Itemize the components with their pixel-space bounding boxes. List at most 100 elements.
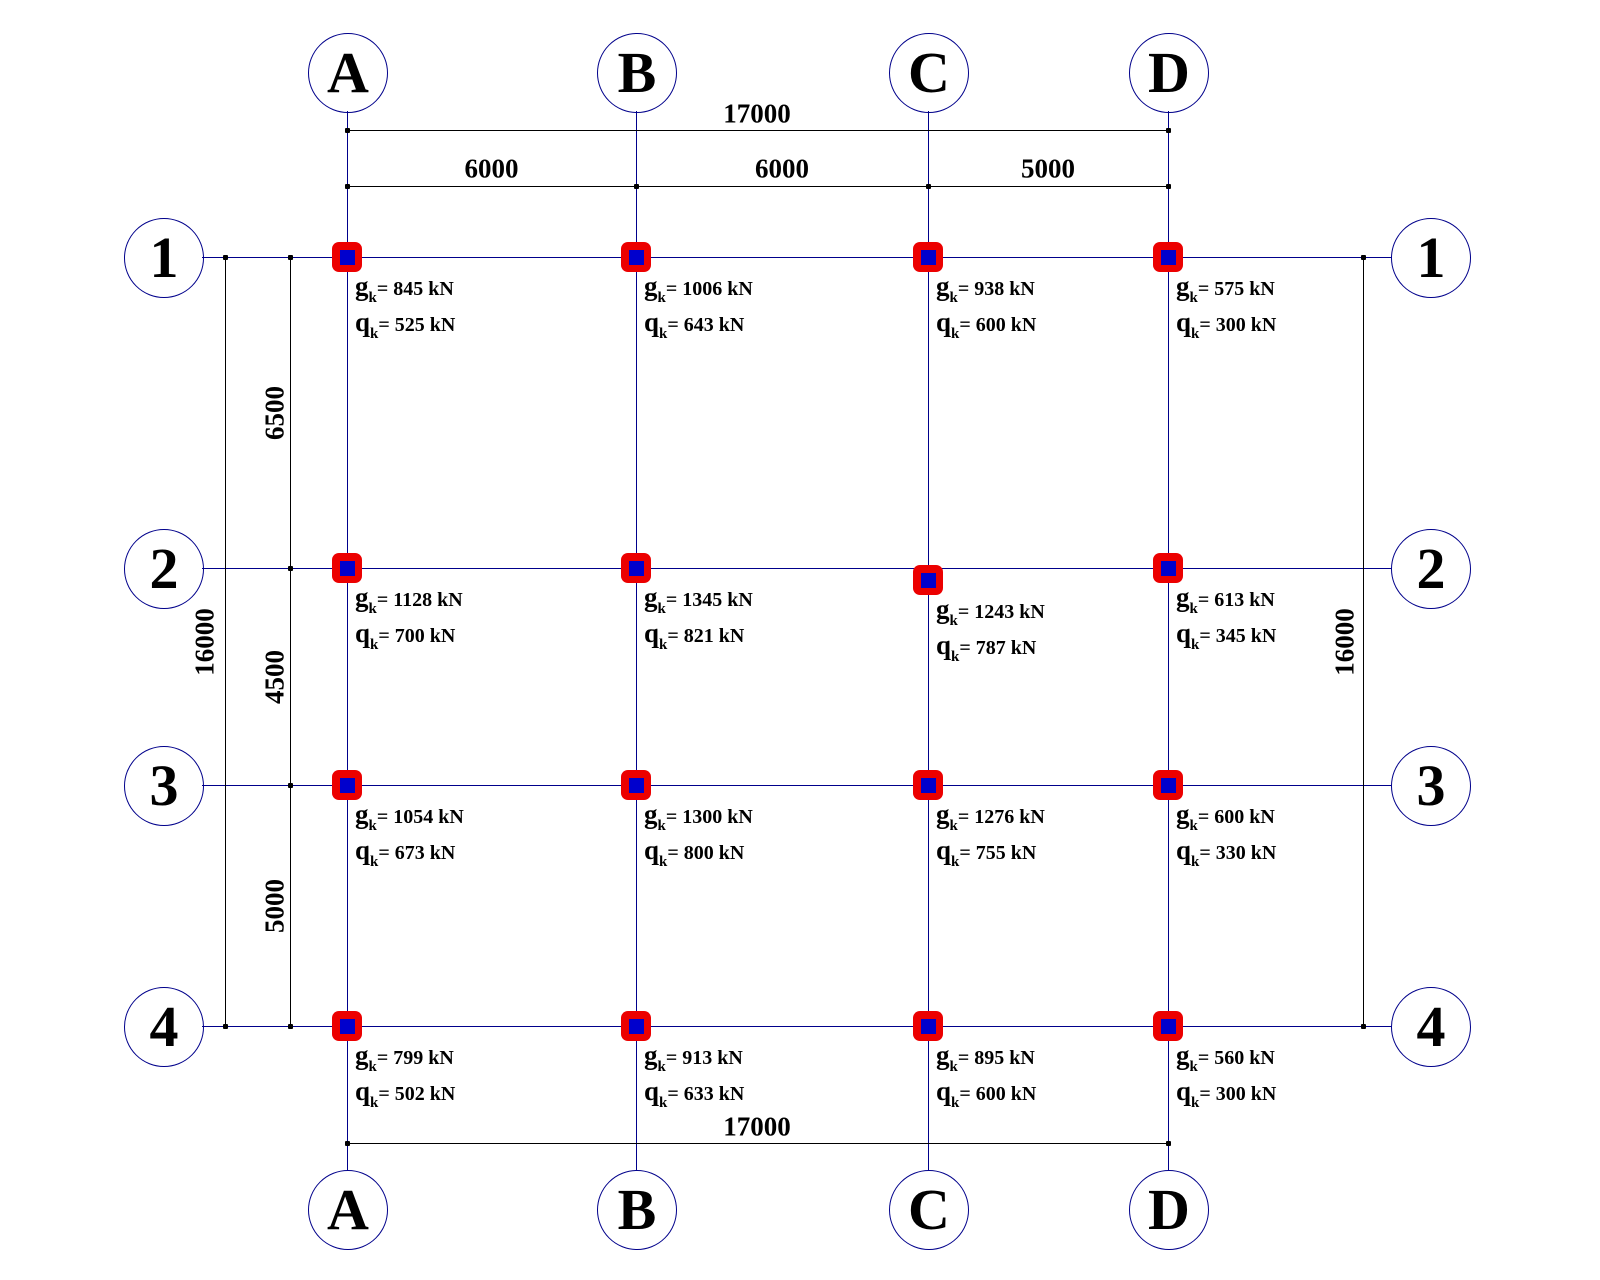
load-value: 300 bbox=[1215, 314, 1246, 336]
dim-label-top-segment-1: 6000 bbox=[464, 153, 519, 184]
load-value: 1006 bbox=[682, 278, 723, 300]
load-value: 330 bbox=[1215, 842, 1246, 864]
load-equals: = bbox=[376, 589, 394, 611]
column-core bbox=[628, 777, 644, 793]
load-equals: = bbox=[378, 1083, 395, 1105]
load-symbol: q bbox=[644, 307, 660, 337]
load-equals: = bbox=[959, 842, 976, 864]
load-symbol: g bbox=[936, 271, 950, 301]
load-symbol: q bbox=[355, 835, 371, 865]
load-unit: kN bbox=[1244, 806, 1275, 828]
load-equals: = bbox=[667, 314, 684, 336]
dim-tick bbox=[1166, 1141, 1171, 1146]
load-unit: kN bbox=[423, 1047, 454, 1069]
load-unit: kN bbox=[1244, 589, 1275, 611]
load-symbol: g bbox=[1176, 799, 1190, 829]
load-symbol: q bbox=[644, 618, 660, 648]
load-equals: = bbox=[376, 278, 394, 300]
load-equals: = bbox=[959, 1083, 976, 1105]
load-line-qk: qk= 633 kN bbox=[644, 1076, 744, 1112]
load-symbol: q bbox=[1176, 835, 1192, 865]
load-symbol: g bbox=[355, 271, 369, 301]
column-core bbox=[628, 560, 644, 576]
load-value: 1243 bbox=[974, 601, 1015, 623]
load-label-C3: gk= 1276 kN qk= 755 kN bbox=[936, 799, 1045, 871]
grid-line-row-4 bbox=[202, 1026, 1391, 1027]
load-subscript: k bbox=[1189, 1059, 1198, 1075]
load-subscript: k bbox=[657, 818, 666, 834]
column-core bbox=[339, 1018, 355, 1034]
load-line-gk: gk= 1243 kN bbox=[936, 594, 1045, 630]
load-line-gk: gk= 1276 kN bbox=[936, 799, 1045, 835]
load-subscript: k bbox=[1189, 601, 1198, 617]
load-subscript: k bbox=[1191, 326, 1200, 342]
dim-tick bbox=[288, 566, 293, 571]
load-line-qk: qk= 525 kN bbox=[355, 307, 455, 343]
column-symbol-C3 bbox=[913, 770, 943, 800]
load-subscript: k bbox=[659, 637, 668, 653]
load-value: 575 bbox=[1214, 278, 1245, 300]
load-equals: = bbox=[376, 806, 394, 828]
load-symbol: q bbox=[1176, 307, 1192, 337]
axis-bubble-left-2: 2 bbox=[124, 529, 204, 609]
load-subscript: k bbox=[659, 326, 668, 342]
dim-tick bbox=[634, 184, 639, 189]
load-subscript: k bbox=[1191, 854, 1200, 870]
load-symbol: q bbox=[644, 835, 660, 865]
load-unit: kN bbox=[712, 1047, 743, 1069]
column-core bbox=[1160, 249, 1176, 265]
load-line-qk: qk= 330 kN bbox=[1176, 835, 1276, 871]
axis-bubble-left-1: 1 bbox=[124, 218, 204, 298]
load-equals: = bbox=[1199, 842, 1216, 864]
column-symbol-A4 bbox=[332, 1011, 362, 1041]
load-equals: = bbox=[665, 278, 683, 300]
axis-bubble-top-C: C bbox=[889, 33, 969, 113]
column-symbol-C1 bbox=[913, 242, 943, 272]
load-line-gk: gk= 613 kN bbox=[1176, 582, 1276, 618]
load-line-qk: qk= 600 kN bbox=[936, 1076, 1036, 1112]
load-symbol: g bbox=[355, 799, 369, 829]
load-equals: = bbox=[957, 601, 975, 623]
column-symbol-D3 bbox=[1153, 770, 1183, 800]
load-line-gk: gk= 1006 kN bbox=[644, 271, 753, 307]
load-equals: = bbox=[378, 842, 395, 864]
column-core bbox=[339, 249, 355, 265]
load-label-B2: gk= 1345 kN qk= 821 kN bbox=[644, 582, 753, 654]
load-value: 643 bbox=[683, 314, 714, 336]
load-unit: kN bbox=[1005, 314, 1037, 336]
load-value: 600 bbox=[1214, 806, 1245, 828]
load-value: 300 bbox=[1215, 1083, 1246, 1105]
load-value: 1300 bbox=[682, 806, 723, 828]
load-equals: = bbox=[667, 842, 684, 864]
load-unit: kN bbox=[713, 842, 745, 864]
load-label-B4: gk= 913 kN qk= 633 kN bbox=[644, 1040, 744, 1112]
load-unit: kN bbox=[1244, 1047, 1275, 1069]
load-equals: = bbox=[376, 1047, 394, 1069]
load-unit: kN bbox=[424, 842, 456, 864]
dim-tick bbox=[926, 184, 931, 189]
load-unit: kN bbox=[1005, 842, 1037, 864]
load-symbol: g bbox=[936, 1040, 950, 1070]
load-subscript: k bbox=[368, 818, 377, 834]
load-subscript: k bbox=[370, 854, 379, 870]
load-subscript: k bbox=[657, 290, 666, 306]
dim-tick bbox=[288, 783, 293, 788]
load-value: 633 bbox=[683, 1083, 714, 1105]
grid-line-column-D bbox=[1168, 111, 1169, 1170]
column-symbol-C4 bbox=[913, 1011, 943, 1041]
load-value: 673 bbox=[394, 842, 425, 864]
load-symbol: g bbox=[644, 1040, 658, 1070]
load-line-qk: qk= 755 kN bbox=[936, 835, 1045, 871]
load-equals: = bbox=[1199, 1083, 1216, 1105]
load-subscript: k bbox=[370, 326, 379, 342]
dim-label-left-segment-3: 5000 bbox=[259, 878, 290, 933]
load-symbol: g bbox=[936, 799, 950, 829]
load-line-qk: qk= 800 kN bbox=[644, 835, 753, 871]
load-equals: = bbox=[1197, 589, 1215, 611]
dim-label-bottom-total: 17000 bbox=[723, 1111, 791, 1142]
load-symbol: g bbox=[644, 271, 658, 301]
load-unit: kN bbox=[713, 314, 745, 336]
load-line-qk: qk= 821 kN bbox=[644, 618, 753, 654]
load-equals: = bbox=[667, 625, 684, 647]
load-value: 799 bbox=[393, 1047, 424, 1069]
